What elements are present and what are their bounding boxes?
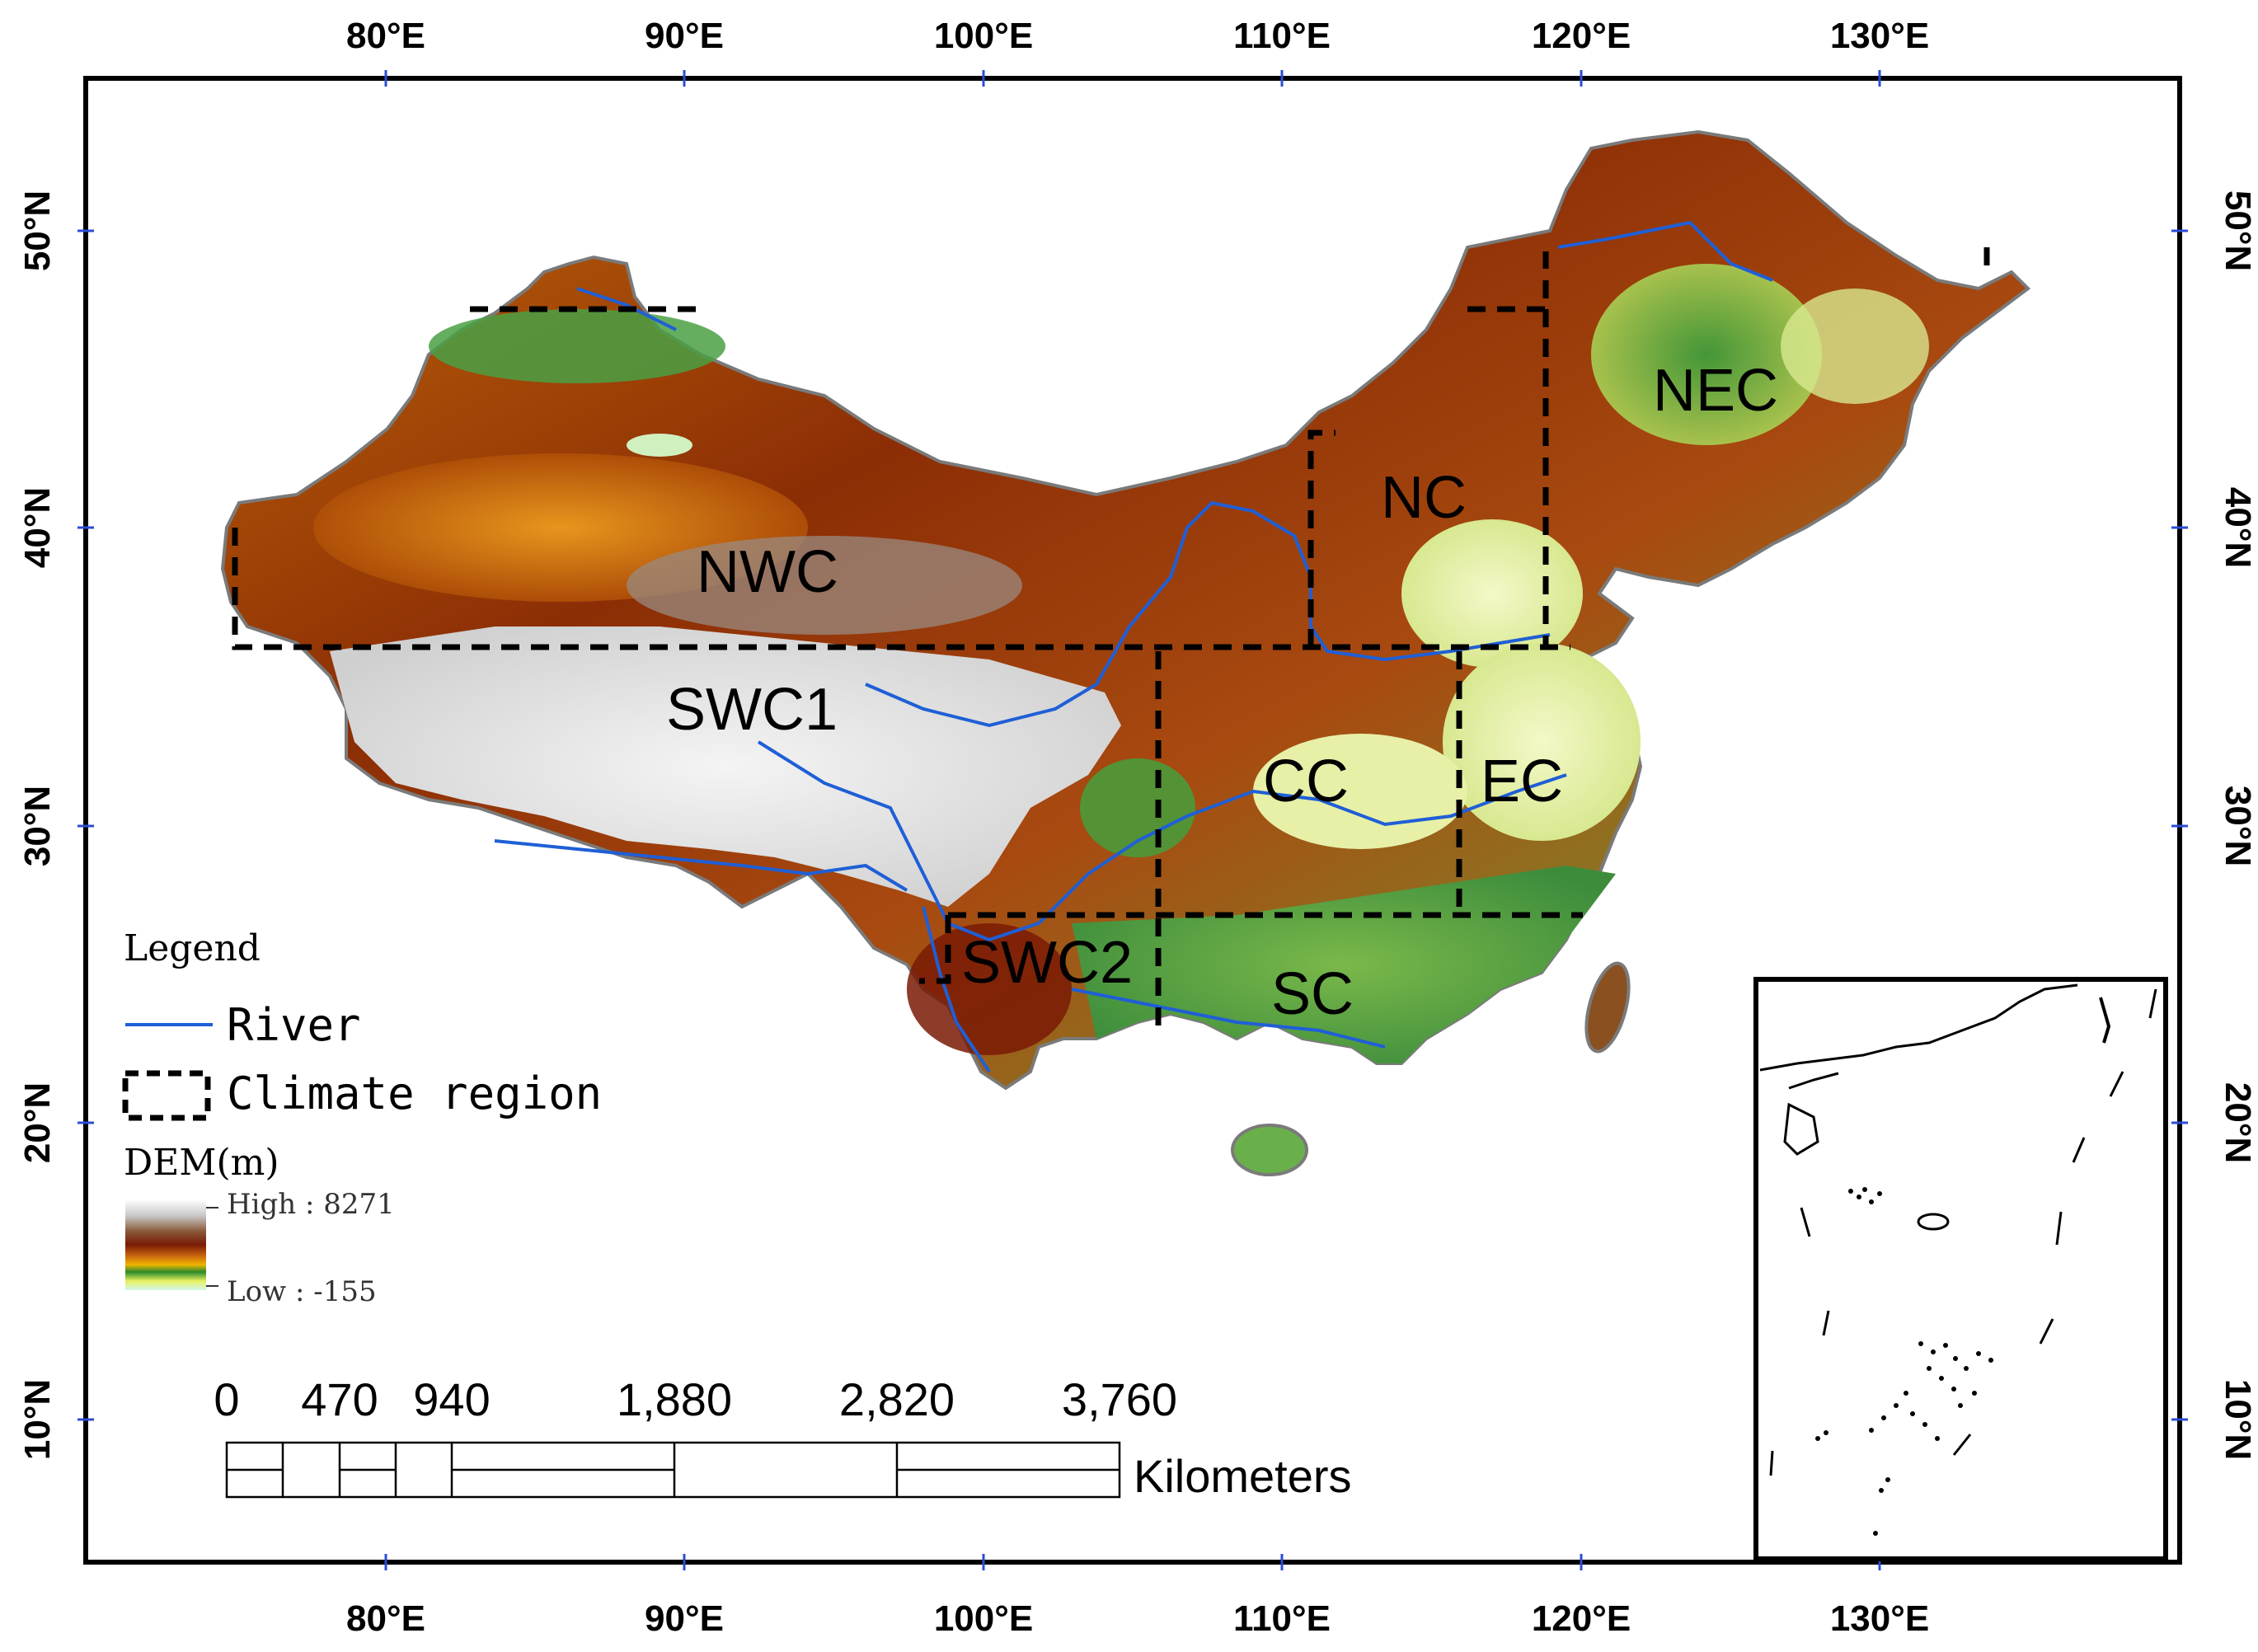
y-tick-label: 10°N (2218, 1379, 2258, 1460)
legend-title: Legend (124, 927, 261, 969)
region-label-swc1: SWC1 (666, 677, 838, 743)
y-tick-label: 30°N (2218, 786, 2258, 866)
x-tick-label: 130°E (1830, 1598, 1929, 1639)
region-label-ec: EC (1481, 749, 1563, 814)
x-tick-label: 100°E (934, 16, 1033, 56)
region-label-nwc: NWC (697, 539, 838, 605)
rivers (494, 220, 1773, 1073)
x-tick-label: 130°E (1830, 16, 1929, 56)
y-tick-label: 50°N (17, 190, 58, 271)
region-label-swc2: SWC2 (961, 930, 1133, 996)
y-tick-label: 10°N (17, 1379, 58, 1460)
scale-label: 3,760 (1062, 1373, 1177, 1425)
legend-climate-region-label: Climate region (227, 1068, 602, 1119)
china-terrain (220, 129, 2031, 1176)
scale-label: 0 (214, 1373, 239, 1425)
y-tick-label: 30°N (17, 786, 58, 866)
x-tick-label: 90°E (645, 1598, 724, 1639)
dem-high-label: High : 8271 (227, 1188, 395, 1221)
x-tick-label: 120°E (1532, 16, 1631, 56)
y-tick-label: 40°N (2218, 487, 2258, 568)
x-tick-label: 80°E (346, 16, 425, 56)
climate-region-boundaries (232, 247, 1990, 1030)
dem-color-ramp (125, 1199, 206, 1290)
y-tick-label: 50°N (2218, 190, 2258, 271)
y-tick-label: 20°N (2218, 1082, 2258, 1163)
y-tick-label: 40°N (17, 487, 58, 568)
dem-low-label: Low : -155 (227, 1275, 377, 1308)
scale-label: 1,880 (617, 1373, 732, 1425)
x-tick-label: 100°E (934, 1598, 1033, 1639)
legend: Legend River Climate region DEM(m) High … (122, 927, 602, 1308)
scale-bar: 0 470 940 1,880 2,820 3,760 Kilometers (214, 1373, 1351, 1502)
dem-title: DEM(m) (124, 1142, 279, 1184)
x-tick-label: 110°E (1233, 16, 1331, 56)
region-label-cc: CC (1263, 749, 1349, 814)
scale-label: 470 (301, 1373, 378, 1425)
legend-river-label: River (227, 999, 361, 1051)
x-tick-label: 80°E (346, 1598, 425, 1639)
graticule-ticks (77, 70, 2188, 1570)
south-china-sea-inset (1753, 977, 2168, 1561)
scale-label: 2,820 (839, 1373, 955, 1425)
scale-label: 940 (413, 1373, 490, 1425)
region-label-nec: NEC (1653, 358, 1778, 424)
region-label-nc: NC (1381, 465, 1467, 531)
region-label-sc: SC (1271, 961, 1354, 1027)
scale-unit-label: Kilometers (1134, 1450, 1352, 1502)
x-tick-label: 110°E (1233, 1598, 1331, 1639)
x-tick-label: 90°E (645, 16, 724, 56)
x-tick-label: 120°E (1532, 1598, 1631, 1639)
y-tick-label: 20°N (17, 1082, 58, 1163)
